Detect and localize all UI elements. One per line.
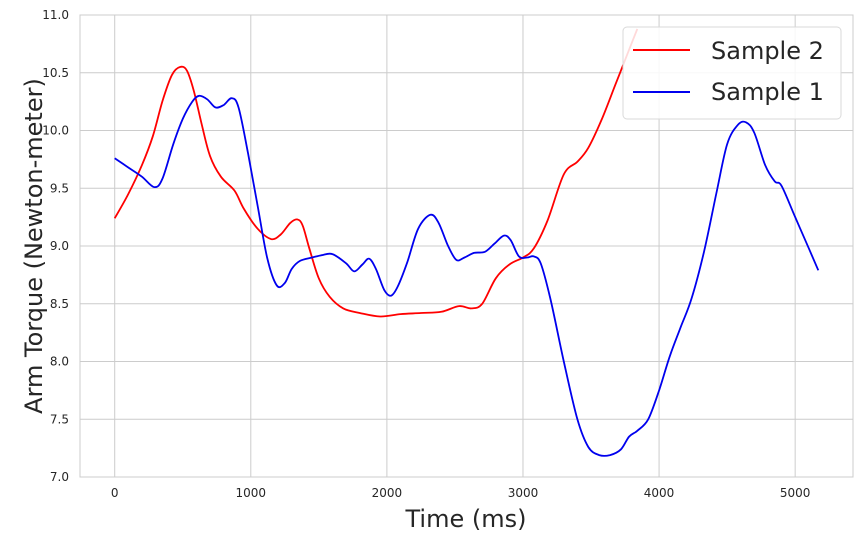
x-tick-label: 0 [111, 486, 119, 500]
y-tick-label: 10.5 [42, 66, 69, 80]
legend-label-sample-2: Sample 2 [711, 37, 824, 65]
y-tick-label: 9.5 [50, 181, 69, 195]
x-tick-label: 2000 [372, 486, 403, 500]
x-tick-label: 1000 [236, 486, 267, 500]
y-tick-label: 8.0 [50, 355, 69, 369]
plot-frame [79, 14, 854, 478]
x-tick-label: 4000 [644, 486, 675, 500]
y-tick-label: 11.0 [42, 8, 69, 22]
x-tick-label: 5000 [780, 486, 811, 500]
tick-labels: 0 1000 2000 3000 4000 5000 7.0 7.5 8.0 8.5 9.0 9.5 1… [42, 8, 810, 500]
x-tick-label: 3000 [508, 486, 539, 500]
series-line-sample-2 [113, 28, 639, 318]
series-layer [113, 28, 820, 457]
y-tick-label: 8.5 [50, 297, 69, 311]
y-axis-title: Arm Torque (Newton-meter) [20, 78, 48, 414]
x-axis-title: Time (ms) [405, 505, 527, 533]
y-tick-label: 7.0 [50, 470, 69, 484]
legend: Sample 2 Sample 1 [622, 26, 842, 120]
y-tick-label: 10.0 [42, 124, 69, 138]
y-tick-label: 7.5 [50, 412, 69, 426]
legend-label-sample-1: Sample 1 [711, 78, 824, 106]
series-line-sample-1 [114, 94, 820, 457]
y-tick-label: 9.0 [50, 239, 69, 253]
